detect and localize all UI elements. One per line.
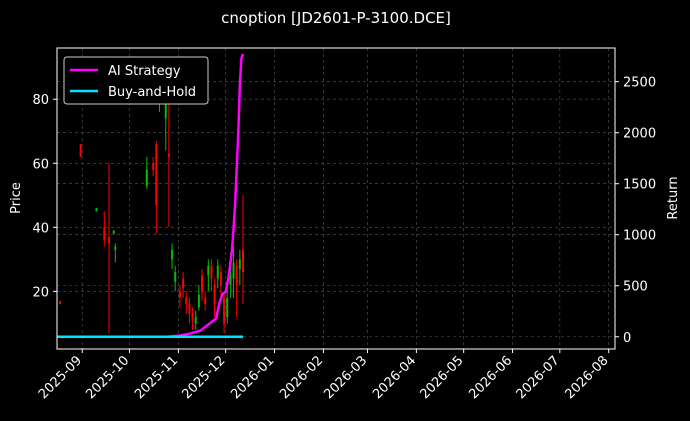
candle-body xyxy=(182,278,185,289)
y2-tick-label: 2500 xyxy=(623,76,656,91)
candle-body xyxy=(226,297,229,317)
candle-body xyxy=(178,291,181,298)
candle-body xyxy=(155,144,158,205)
chart-title: cnoption [JD2601-P-3100.DCE] xyxy=(221,9,451,27)
candle-body xyxy=(103,227,106,241)
y2-axis-label: Return xyxy=(666,176,681,219)
legend: AI Strategy Buy-and-Hold xyxy=(63,56,209,105)
y2-tick-label: 500 xyxy=(623,280,648,295)
y2-tick-label: 2000 xyxy=(623,127,656,142)
y-axis-label: Price xyxy=(9,182,24,214)
candle-body xyxy=(201,275,204,292)
y2-axis-ticks: 0 500 1000 1500 2000 2500 xyxy=(615,76,656,346)
candle-body xyxy=(207,265,210,276)
y-axis-ticks: 20 40 60 80 xyxy=(32,93,57,300)
candle-body xyxy=(229,272,232,285)
y2-tick-label: 1500 xyxy=(623,178,656,193)
candle-body xyxy=(145,169,148,186)
y2-tick-label: 1000 xyxy=(623,229,656,244)
candle-body xyxy=(210,265,213,279)
y-tick-label: 60 xyxy=(32,157,49,172)
legend-label-ai-strategy: AI Strategy xyxy=(108,64,181,79)
candle-body xyxy=(188,304,191,314)
candle-body xyxy=(108,236,111,244)
candle-body xyxy=(59,300,62,305)
legend-box xyxy=(63,56,209,105)
candle-body xyxy=(171,249,174,260)
candle-body xyxy=(114,246,117,250)
y-tick-label: 20 xyxy=(32,285,49,300)
candle-body xyxy=(164,102,167,119)
candle-body xyxy=(219,272,222,285)
y-tick-label: 40 xyxy=(32,221,49,236)
candle-body xyxy=(191,313,194,321)
candle-body xyxy=(167,153,170,157)
candle-body xyxy=(216,265,219,279)
candle-body xyxy=(197,294,200,308)
candle-body xyxy=(152,163,155,170)
candlestick-series xyxy=(59,60,244,333)
candle-body xyxy=(213,284,216,305)
candle-body xyxy=(95,208,98,212)
candle-body xyxy=(185,297,188,305)
legend-label-buy-and-hold: Buy-and-Hold xyxy=(108,85,196,100)
candle-body xyxy=(204,297,207,305)
candle-body xyxy=(112,230,115,234)
grid-layer xyxy=(57,48,615,349)
candle-body xyxy=(223,297,226,324)
candle-body xyxy=(238,259,241,269)
y2-tick-label: 0 xyxy=(623,331,631,346)
return-lines xyxy=(57,53,245,339)
candle-body xyxy=(232,262,235,279)
plot-frame xyxy=(56,47,616,350)
candle-body xyxy=(194,316,197,324)
candle-body xyxy=(79,144,82,157)
candle-body xyxy=(174,272,177,282)
y-tick-label: 80 xyxy=(32,93,49,108)
candle-body xyxy=(235,265,238,285)
candle-body xyxy=(242,249,244,273)
